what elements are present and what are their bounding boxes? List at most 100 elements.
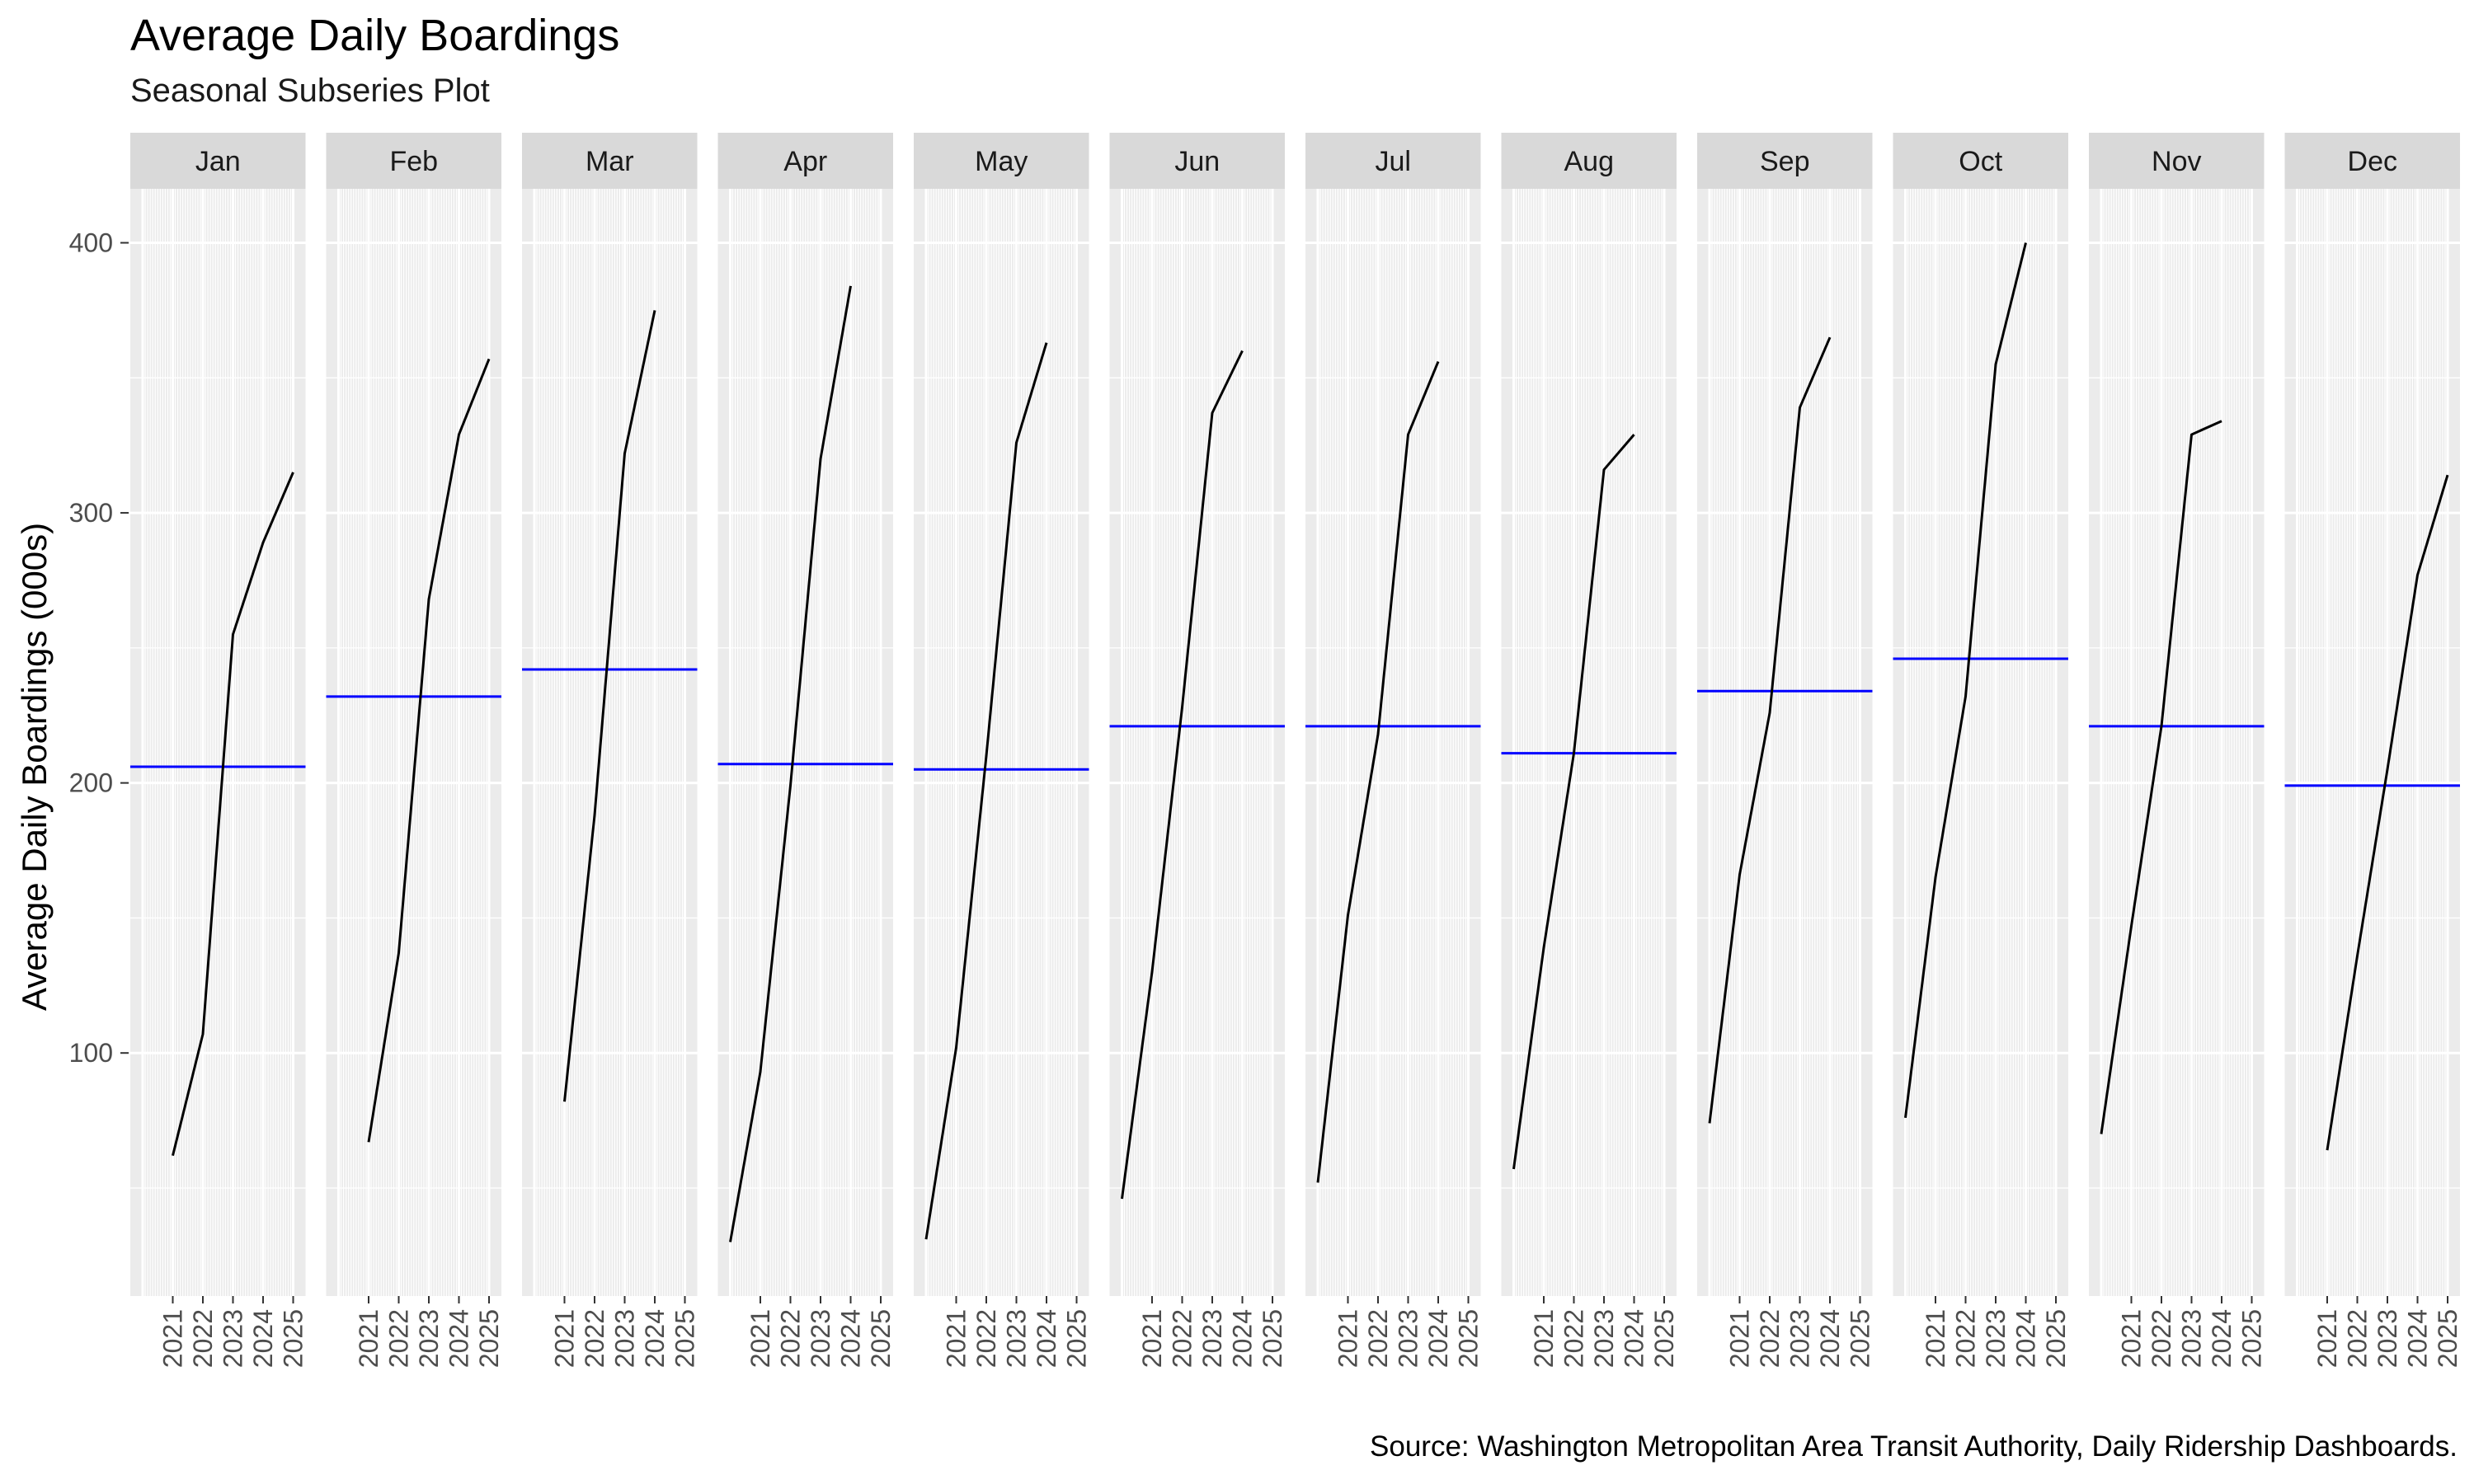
series-line [172,472,294,1157]
y-axis-ticks: 100 200 300 400 [69,228,129,1068]
x-tick-label: 2024 [1032,1309,1061,1368]
series-line [367,358,491,1143]
x-tick-label: 2022 [971,1309,1001,1368]
facet-strip-label: Feb [389,146,438,177]
x-tick-label: 2025 [1258,1309,1287,1368]
facet-strip [1501,133,1677,189]
x-tick-label: 2023 [1002,1309,1032,1368]
x-tick-label: 2021 [1137,1309,1167,1368]
facet-strip-label: Jan [195,146,241,177]
facet-panel-jan: Jan 2021 2022 2023 2024 2025 [130,133,308,1368]
x-tick-label: 2024 [444,1309,474,1368]
x-tick-label: 2022 [580,1309,609,1368]
x-tick-label: 2021 [942,1309,971,1368]
x-tick-label: 2025 [1649,1309,1679,1368]
x-tick-label: 2023 [1394,1309,1423,1368]
x-tick-label: 2023 [2177,1309,2207,1368]
chart-title: Average Daily Boardings [130,11,620,60]
series-line [1904,242,2027,1118]
x-tick-label: 2025 [1062,1309,1092,1368]
x-tick-label: 2023 [610,1309,640,1368]
x-tick-label: 2025 [2237,1309,2267,1368]
x-tick-label: 2023 [219,1309,248,1368]
x-tick-label: 2022 [1363,1309,1393,1368]
facet-strip-label: Jun [1174,146,1220,177]
facet-panel-feb: Feb 2021 2022 2023 2024 2025 [326,133,504,1368]
facet-strip-label: Aug [1564,146,1615,177]
x-tick-label: 2024 [2403,1309,2433,1368]
x-tick-label: 2023 [806,1309,835,1368]
facet-panel-jun: Jun 2021 2022 2023 2024 2025 [1109,133,1287,1368]
facet-panel-apr: Apr 2021 2022 2023 2024 2025 [717,133,896,1368]
x-tick-label: 2024 [836,1309,866,1368]
series-line [2100,420,2222,1134]
facet-panel-aug: Aug 2021 2022 2023 2024 2025 [1501,133,1679,1368]
facet-panel-mar: Mar 2021 2022 2023 2024 2025 [522,133,700,1368]
x-tick-label: 2021 [2312,1309,2342,1368]
facet-strip-label: Jul [1376,146,1411,177]
x-tick-label: 2025 [670,1309,700,1368]
x-tick-label: 2021 [1333,1309,1363,1368]
facet-strip [2284,133,2460,189]
x-tick-label: 2022 [188,1309,218,1368]
x-tick-label: 2022 [1559,1309,1589,1368]
x-tick-label: 2021 [1725,1309,1755,1368]
x-tick-label: 2023 [1981,1309,2011,1368]
x-tick-label: 2025 [1454,1309,1484,1368]
series-line [924,342,1048,1240]
x-tick-label: 2022 [1755,1309,1785,1368]
x-tick-label: 2024 [1815,1309,1845,1368]
x-tick-label: 2025 [474,1309,504,1368]
series-line [1316,361,1440,1183]
y-tick-label: 200 [69,768,113,798]
y-tick-label: 300 [69,498,113,528]
x-tick-label: 2021 [158,1309,188,1368]
x-tick-label: 2023 [1197,1309,1227,1368]
facet-panel-jul: Jul 2021 2022 2023 2024 2025 [1305,133,1484,1368]
x-tick-label: 2021 [2117,1309,2147,1368]
facet-strip [717,133,893,189]
x-tick-label: 2025 [2433,1309,2462,1368]
facet-strip [2089,133,2265,189]
x-tick-label: 2021 [354,1309,383,1368]
x-tick-label: 2023 [1589,1309,1619,1368]
series-line [1121,350,1244,1200]
x-tick-label: 2021 [1921,1309,1950,1368]
chart-caption: Source: Washington Metropolitan Area Tra… [1370,1430,2458,1463]
x-tick-label: 2024 [1620,1309,1649,1368]
facet-strip-label: Mar [586,146,634,177]
x-tick-label: 2022 [1951,1309,1981,1368]
x-tick-label: 2022 [776,1309,806,1368]
facet-strip [1109,133,1285,189]
facet-panel-nov: Nov 2021 2022 2023 2024 2025 [2089,133,2267,1368]
x-tick-label: 2021 [1529,1309,1559,1368]
x-tick-label: 2025 [2041,1309,2071,1368]
x-tick-label: 2024 [1228,1309,1258,1368]
x-tick-label: 2021 [745,1309,775,1368]
facet-strip [914,133,1089,189]
x-tick-label: 2024 [1423,1309,1453,1368]
series-line [2326,474,2449,1151]
facet-strip [1893,133,2068,189]
y-tick-label: 400 [69,228,113,258]
x-tick-label: 2023 [1785,1309,1815,1368]
x-tick-label: 2022 [384,1309,414,1368]
chart-subtitle: Seasonal Subseries Plot [130,73,490,109]
facet-strip [1305,133,1481,189]
series-line [1708,336,1832,1124]
x-tick-label: 2023 [414,1309,444,1368]
y-axis-title: Average Daily Boardings (000s) [15,523,54,1011]
facet-strip [130,133,306,189]
x-tick-label: 2024 [248,1309,278,1368]
facet-strip-label: Oct [1959,146,2002,177]
x-tick-label: 2021 [550,1309,580,1368]
series-line [729,285,852,1242]
facet-panel-may: May 2021 2022 2023 2024 2025 [914,133,1092,1368]
facet-strip-label: Nov [2152,146,2201,177]
facet-strip-label: May [975,146,1028,177]
x-tick-label: 2023 [2373,1309,2402,1368]
x-tick-label: 2024 [2011,1309,2041,1368]
facet-panel-sep: Sep 2021 2022 2023 2024 2025 [1697,133,1875,1368]
